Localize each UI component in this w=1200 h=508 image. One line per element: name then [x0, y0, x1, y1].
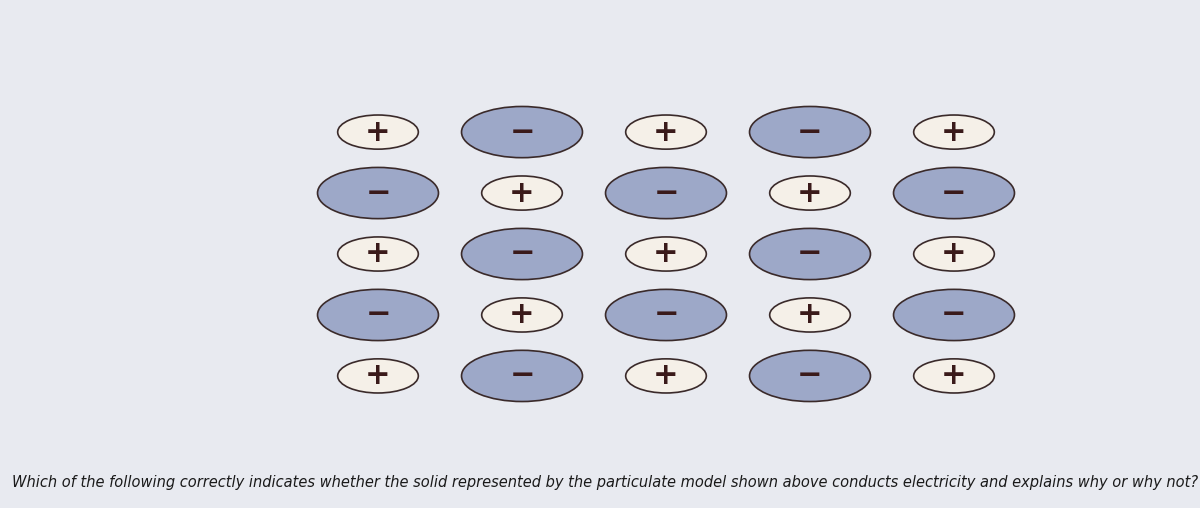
Circle shape: [894, 290, 1014, 340]
Text: −: −: [941, 178, 967, 208]
Text: +: +: [509, 300, 535, 330]
Circle shape: [337, 115, 419, 149]
Text: −: −: [797, 361, 823, 391]
Text: +: +: [653, 117, 679, 147]
Circle shape: [769, 176, 851, 210]
Circle shape: [318, 290, 438, 340]
Text: +: +: [365, 239, 391, 269]
Text: −: −: [509, 361, 535, 391]
Circle shape: [481, 176, 563, 210]
Text: +: +: [365, 117, 391, 147]
Circle shape: [750, 229, 870, 279]
Text: −: −: [365, 300, 391, 330]
Circle shape: [318, 168, 438, 218]
Circle shape: [462, 229, 582, 279]
Circle shape: [625, 359, 707, 393]
Text: Which of the following correctly indicates whether the solid represented by the : Which of the following correctly indicat…: [12, 475, 1198, 490]
Text: +: +: [941, 239, 967, 269]
Circle shape: [625, 237, 707, 271]
Text: −: −: [365, 178, 391, 208]
Text: −: −: [509, 117, 535, 147]
Text: +: +: [365, 361, 391, 391]
Circle shape: [913, 115, 995, 149]
Circle shape: [481, 298, 563, 332]
Text: +: +: [653, 239, 679, 269]
Text: −: −: [653, 178, 679, 208]
Circle shape: [625, 115, 707, 149]
Circle shape: [337, 359, 419, 393]
Text: −: −: [509, 239, 535, 269]
Circle shape: [769, 298, 851, 332]
Circle shape: [750, 351, 870, 401]
Circle shape: [750, 107, 870, 157]
Text: −: −: [653, 300, 679, 330]
Circle shape: [462, 107, 582, 157]
Text: −: −: [797, 239, 823, 269]
Text: +: +: [941, 117, 967, 147]
Text: +: +: [653, 361, 679, 391]
Circle shape: [913, 359, 995, 393]
Circle shape: [606, 168, 726, 218]
Text: +: +: [797, 178, 823, 208]
Circle shape: [462, 351, 582, 401]
Text: −: −: [797, 117, 823, 147]
Circle shape: [606, 290, 726, 340]
Text: +: +: [941, 361, 967, 391]
Text: +: +: [797, 300, 823, 330]
Circle shape: [337, 237, 419, 271]
Text: −: −: [941, 300, 967, 330]
Circle shape: [894, 168, 1014, 218]
Circle shape: [913, 237, 995, 271]
Text: +: +: [509, 178, 535, 208]
